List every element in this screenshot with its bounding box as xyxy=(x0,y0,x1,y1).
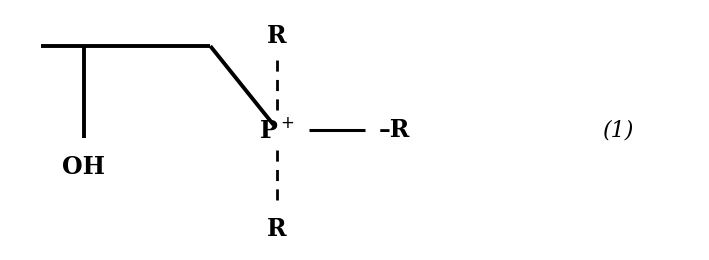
Text: –R: –R xyxy=(379,118,411,142)
Text: R: R xyxy=(267,217,287,241)
Text: (1): (1) xyxy=(603,119,634,141)
Text: OH: OH xyxy=(62,155,105,179)
Text: R: R xyxy=(267,24,287,48)
Text: P$^+$: P$^+$ xyxy=(259,118,295,142)
